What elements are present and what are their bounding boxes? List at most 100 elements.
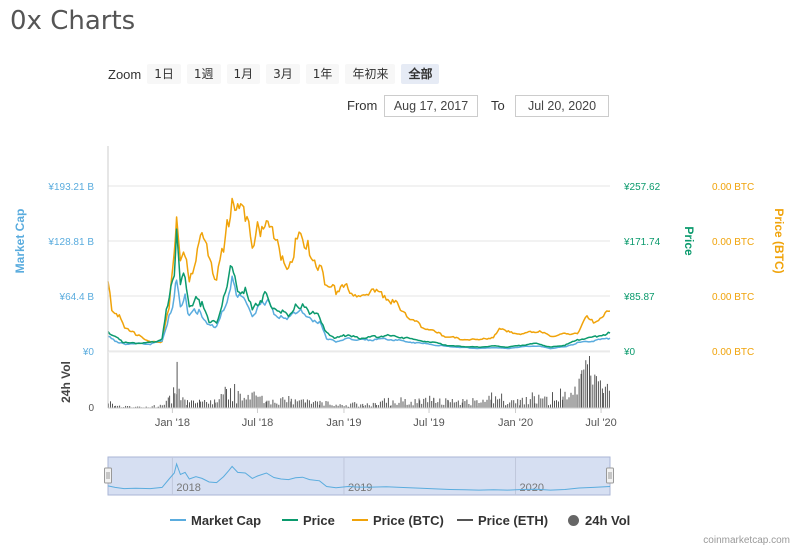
volume-bar (214, 399, 216, 408)
volume-bar (210, 400, 212, 408)
volume-bar (294, 399, 296, 408)
volume-bar (296, 401, 298, 408)
volume-bar (253, 391, 255, 408)
volume-bar (538, 394, 540, 408)
volume-bar (255, 395, 257, 408)
navigator-handle-right[interactable] (606, 467, 614, 484)
volume-bar (548, 405, 549, 408)
credits-link[interactable]: coinmarketcap.com (703, 535, 790, 546)
volume-bar (447, 400, 449, 408)
volume-bar (402, 401, 404, 408)
volume-bar (368, 405, 370, 408)
zoom-button-2[interactable]: 1月 (226, 64, 261, 84)
series-line-price-btc- (107, 197, 611, 344)
volume-bar (333, 406, 335, 408)
navigator[interactable]: 2018 2019 2020 (104, 456, 614, 496)
volume-bar (568, 397, 570, 408)
legend-item-price-btc-[interactable]: Price (BTC) (352, 510, 444, 530)
volume-bar (394, 403, 396, 408)
volume-bar (300, 399, 302, 408)
volume-bar (441, 404, 443, 408)
zoom-button-5[interactable]: 年初来 (345, 64, 396, 84)
volume-bar (237, 391, 239, 408)
x-tick-label: Jan '18 (155, 417, 190, 429)
volume-bar (466, 399, 468, 408)
legend-item-24h-vol[interactable]: 24h Vol (568, 510, 630, 530)
volume-bar (488, 395, 490, 408)
market-cap-axis-tick: ¥193.21 B (47, 182, 94, 193)
to-date-input[interactable]: Jul 20, 2020 (515, 95, 609, 117)
volume-bar (505, 405, 507, 408)
volume-bar (540, 398, 542, 408)
volume-bar (421, 403, 423, 408)
volume-bar (167, 397, 169, 408)
volume-bar (375, 405, 377, 408)
volume-bar (245, 399, 247, 408)
zoom-button-1[interactable]: 1週 (186, 64, 221, 84)
btc-axis-tick: 0.00 BTC (712, 182, 754, 193)
x-tick-label: Jan '20 (498, 417, 533, 429)
navigator-mask[interactable] (107, 456, 611, 496)
volume-bar (451, 399, 453, 408)
volume-bar (127, 406, 129, 408)
volume-bar (335, 404, 337, 408)
date-range: From Aug 17, 2017 To Jul 20, 2020 (0, 95, 800, 117)
legend-item-price[interactable]: Price (282, 510, 335, 530)
volume-bar (377, 405, 379, 408)
volume-bar (199, 399, 200, 408)
zoom-button-6[interactable]: 全部 (401, 64, 440, 84)
zoom-buttons: 1日 1週 1月 3月 1年 年初来 全部 (147, 64, 445, 84)
legend-symbol (568, 514, 579, 526)
zoom-button-3[interactable]: 3月 (266, 64, 300, 84)
x-tick-label: Jul '20 (585, 417, 616, 429)
from-date-input[interactable]: Aug 17, 2017 (384, 95, 478, 117)
volume-bar (396, 404, 398, 408)
volume-bar (331, 405, 333, 408)
volume-bar (462, 399, 464, 408)
btc-axis-tick: 0.00 BTC (712, 292, 754, 303)
navigator-series (107, 462, 611, 491)
volume-bar (554, 400, 555, 408)
zoom-button-0[interactable]: 1日 (147, 64, 181, 84)
volume-bar (608, 390, 610, 408)
volume-bar (236, 403, 238, 408)
volume-bar (389, 406, 391, 408)
market-cap-axis-tick: ¥64.4 B (59, 292, 95, 303)
volume-bar (191, 400, 192, 408)
volume-bar (319, 400, 321, 408)
legend-item-market-cap[interactable]: Market Cap (170, 510, 261, 530)
volume-bar (239, 393, 241, 408)
price-axis-tick: ¥85.87 (623, 292, 655, 303)
volume-bar (151, 406, 153, 408)
volume-axis-title: 24h Vol (59, 361, 73, 403)
zoom-button-4[interactable]: 1年 (305, 64, 340, 84)
volume-bar (533, 396, 535, 408)
volume-bar (270, 404, 272, 408)
volume-bar (343, 406, 345, 408)
volume-bars (108, 356, 610, 408)
volume-bar (214, 402, 216, 408)
volume-bar (278, 404, 280, 408)
volume-bar (243, 397, 245, 408)
volume-bar (453, 402, 455, 408)
volume-bar (455, 401, 457, 408)
volume-bar (385, 402, 387, 408)
legend-label: 24h Vol (585, 512, 631, 528)
navigator-handle-left[interactable] (104, 467, 112, 484)
volume-bar (472, 398, 474, 408)
volume-bar (272, 399, 274, 408)
legend-item-price-eth-[interactable]: Price (ETH) (457, 510, 548, 530)
zoom-bar: Zoom 1日 1週 1月 3月 1年 年初来 全部 (108, 63, 445, 85)
volume-bar (364, 405, 366, 408)
volume-bar (208, 403, 210, 408)
volume-bar (589, 356, 590, 408)
volume-axis-tick: 0 (88, 403, 94, 414)
volume-bar (265, 401, 267, 408)
volume-bar (314, 400, 316, 408)
volume-bar (327, 401, 329, 408)
x-tick-label: Jan '19 (326, 417, 361, 429)
volume-bar (241, 400, 243, 408)
volume-bar (566, 399, 568, 408)
volume-bar (392, 400, 394, 408)
legend-symbol (352, 519, 368, 521)
